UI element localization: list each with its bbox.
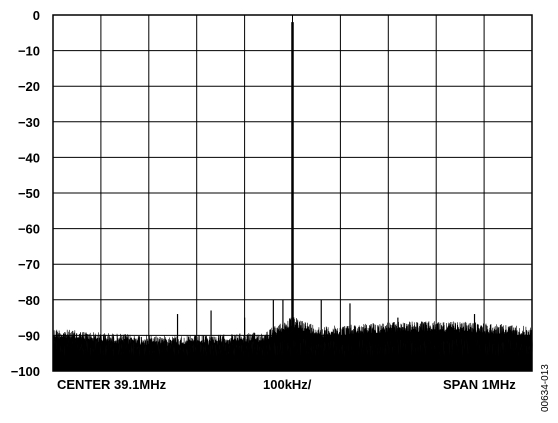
spectral-peaks — [178, 22, 475, 371]
figure-code: 00634-013 — [540, 364, 551, 412]
y-tick-label: −50 — [18, 186, 40, 201]
scale-label: 100kHz/ — [263, 377, 312, 392]
span-label: SPAN 1MHz — [443, 377, 516, 392]
y-tick-label: −60 — [18, 222, 40, 237]
center-label: CENTER 39.1MHz — [57, 377, 167, 392]
y-tick-label: −80 — [18, 293, 40, 308]
y-tick-label: −40 — [18, 150, 40, 165]
y-tick-label: −70 — [18, 257, 40, 272]
y-tick-label: −20 — [18, 79, 40, 94]
y-tick-label: −30 — [18, 115, 40, 130]
y-tick-label: −90 — [18, 328, 40, 343]
y-tick-label: 0 — [33, 8, 40, 23]
y-tick-label: −10 — [18, 44, 40, 59]
y-tick-label: −100 — [11, 364, 40, 379]
y-tick-labels: 0 −10 −20 −30 −40 −50 −60 −70 −80 −90 −100 — [11, 8, 40, 379]
